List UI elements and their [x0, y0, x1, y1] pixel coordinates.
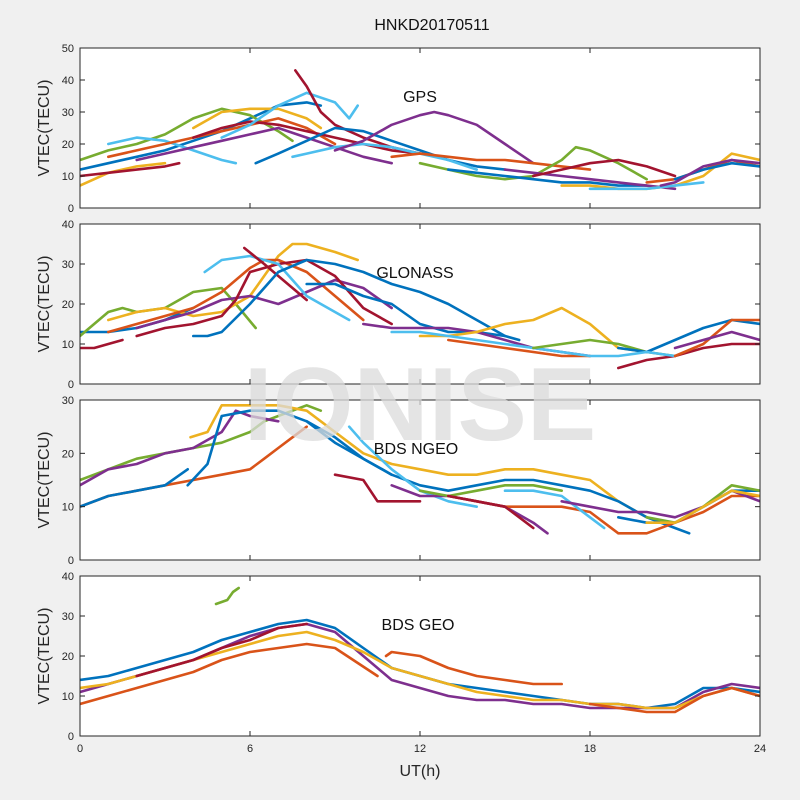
series-line-12 — [291, 142, 478, 171]
series-line-8 — [347, 425, 478, 508]
y-tick-label: 50 — [62, 43, 74, 55]
series-line-5 — [189, 404, 648, 519]
panel-label: GPS — [403, 89, 437, 106]
series-line-15 — [418, 145, 648, 181]
series-group — [80, 586, 760, 714]
y-tick-label: 10 — [62, 171, 74, 183]
y-tick-label: 0 — [68, 555, 74, 567]
series-line-4 — [80, 642, 379, 706]
y-tick-label: 20 — [62, 139, 74, 151]
series-line-18 — [560, 350, 677, 358]
panel-label: BDS GEO — [382, 617, 455, 634]
series-line-17 — [503, 168, 677, 191]
series-line-2 — [80, 404, 323, 482]
panel-glonass: 0 10 20 30 40 VTEC(TECU) GLONASS — [36, 219, 761, 391]
y-tick-label: 10 — [62, 339, 74, 351]
x-tick-label: 12 — [414, 743, 426, 755]
series-line-5 — [384, 650, 563, 686]
series-group — [80, 69, 760, 191]
series-line-9 — [220, 91, 359, 139]
series-line-13 — [333, 110, 535, 165]
y-tick-label: 40 — [62, 571, 74, 583]
x-tick-label: 24 — [754, 743, 766, 755]
y-tick-label: 30 — [62, 611, 74, 623]
series-line-3 — [80, 409, 280, 487]
series-line-4 — [186, 409, 393, 487]
y-tick-label: 0 — [68, 203, 74, 215]
series-line-17 — [645, 489, 760, 524]
plot-area — [80, 224, 760, 384]
series-line-13 — [447, 338, 592, 358]
chart-panels: 0 10 20 30 40 50 VTEC(TECU) GPS 0 10 20 30 40 VTEC(TE… — [36, 43, 766, 755]
panel-gps: 0 10 20 30 40 50 VTEC(TECU) GPS — [36, 43, 761, 215]
y-tick-label: 40 — [62, 219, 74, 231]
series-line-20 — [673, 330, 760, 350]
y-tick-label: 0 — [68, 379, 74, 391]
watermark-text: IONISE — [244, 347, 597, 463]
x-tick-label: 0 — [77, 743, 83, 755]
y-tick-label: 30 — [62, 395, 74, 407]
series-line-20 — [588, 181, 705, 191]
panel-bds-geo: 0 10 20 30 40 0 6 12 18 24 VTEC(TECU) BDS GEO — [36, 571, 766, 755]
y-tick-label: 10 — [62, 691, 74, 703]
chart-title: HNKD20170511 — [374, 17, 489, 34]
series-line-4 — [107, 258, 365, 334]
series-line-6 — [107, 117, 337, 159]
series-line-2 — [80, 101, 323, 171]
series-group — [80, 242, 760, 370]
series-line-8 — [192, 120, 422, 155]
x-axis-label: UT(h) — [400, 763, 441, 780]
series-line-14 — [390, 152, 592, 171]
series-line-7 — [333, 473, 422, 503]
series-line-16 — [617, 342, 760, 370]
series-line-5 — [135, 278, 393, 330]
y-axis-label: VTEC(TECU) — [36, 256, 53, 353]
series-line-23 — [659, 158, 760, 187]
series-group — [80, 404, 760, 535]
series-line-16 — [447, 168, 648, 187]
series-line-19 — [673, 318, 760, 358]
x-tick-label: 18 — [584, 743, 596, 755]
series-line-11 — [254, 126, 507, 171]
series-line-12 — [503, 489, 606, 530]
series-line-18 — [532, 158, 677, 178]
series-line-7 — [192, 107, 323, 130]
y-tick-label: 40 — [62, 75, 74, 87]
series-line-8 — [243, 246, 308, 302]
series-line-12 — [418, 306, 648, 354]
series-line-7 — [135, 622, 308, 678]
plot-area — [80, 48, 760, 208]
series-line-3 — [80, 107, 294, 162]
panel-label: BDS NGEO — [374, 441, 458, 458]
panel-bds-ngeo: 0 10 20 30 VTEC(TECU) BDS NGEO — [36, 395, 761, 567]
y-axis-label: VTEC(TECU) — [36, 608, 53, 705]
y-tick-label: 30 — [62, 107, 74, 119]
y-tick-label: 20 — [62, 299, 74, 311]
y-tick-label: 0 — [68, 731, 74, 743]
series-line-4 — [107, 136, 238, 165]
series-line-1 — [80, 161, 181, 178]
panel-label: GLONASS — [376, 265, 453, 282]
series-line-0 — [214, 586, 240, 606]
series-line-10 — [305, 282, 521, 342]
y-axis-label: VTEC(TECU) — [36, 80, 53, 177]
series-line-6 — [588, 686, 760, 714]
series-line-5 — [135, 126, 393, 165]
y-tick-label: 20 — [62, 651, 74, 663]
x-tick-label: 6 — [247, 743, 253, 755]
series-line-7 — [203, 254, 351, 322]
y-tick-label: 10 — [62, 502, 74, 514]
y-tick-label: 20 — [62, 448, 74, 460]
series-line-13 — [447, 494, 535, 530]
y-tick-label: 30 — [62, 259, 74, 271]
series-line-9 — [192, 258, 507, 338]
series-line-1 — [80, 468, 189, 508]
series-line-1 — [80, 338, 124, 350]
y-axis-label: VTEC(TECU) — [36, 432, 53, 529]
series-line-10 — [418, 484, 563, 498]
